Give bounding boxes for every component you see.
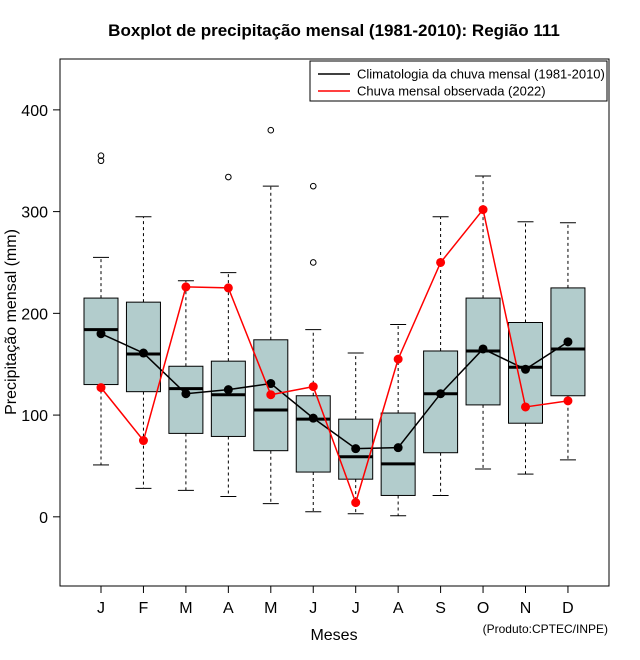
climatology-point <box>478 344 488 354</box>
x-tick-label: A <box>223 600 234 617</box>
box <box>380 412 416 496</box>
observed-point <box>478 205 488 215</box>
x-tick-label: M <box>264 600 277 617</box>
legend-entry: Chuva mensal observada (2022) <box>357 84 546 99</box>
x-tick-label: A <box>393 600 404 617</box>
observed-point <box>96 383 106 393</box>
box <box>168 365 204 434</box>
product-credit: (Produto:CPTEC/INPE) <box>483 622 608 636</box>
climatology-line <box>100 333 569 450</box>
box <box>210 360 246 437</box>
observed-point <box>521 402 530 412</box>
x-tick-label: F <box>139 600 149 617</box>
observed-point <box>351 498 361 508</box>
observed-point <box>138 436 148 446</box>
box <box>125 301 161 393</box>
plot-area: 0 100 200 300 400 J F M A M J J A S O N D Climatologia da… <box>21 58 610 617</box>
y-tick-label: 300 <box>21 205 48 222</box>
box <box>295 395 331 473</box>
outlier-point <box>309 182 317 190</box>
legend-entry: Climatologia da chuva mensal (1981-2010) <box>357 67 605 82</box>
observed-point <box>563 396 573 406</box>
outlier-point <box>309 259 317 266</box>
x-tick-label: J <box>309 600 317 617</box>
climatology-point <box>393 443 403 453</box>
y-axis-label: Precipitação mensal (mm) <box>3 229 20 415</box>
observed-line <box>100 207 569 505</box>
climatology-point <box>521 364 530 374</box>
climatology-point <box>181 389 191 399</box>
observed-point <box>223 283 233 293</box>
climatology-point <box>563 337 573 347</box>
observed-point <box>266 390 276 400</box>
plot-frame <box>59 58 610 587</box>
box <box>83 297 119 386</box>
x-tick-label: J <box>97 600 105 617</box>
outlier-point <box>97 152 105 159</box>
x-tick-label: N <box>520 600 532 617</box>
observed-point <box>181 282 191 292</box>
x-tick-label: O <box>477 600 489 617</box>
x-tick-label: D <box>562 600 574 617</box>
climatology-point <box>308 413 318 423</box>
climatology-point <box>138 348 148 358</box>
climatology-point <box>96 329 106 339</box>
observed-point <box>308 382 318 392</box>
y-tick-label: 0 <box>39 510 48 527</box>
chart-title: Boxplot de precipitação mensal (1981-201… <box>108 21 560 40</box>
x-tick-label: J <box>352 600 360 617</box>
observed-point <box>436 257 446 267</box>
outlier-point <box>267 126 275 134</box>
legend-box <box>309 60 608 102</box>
x-tick-label: M <box>179 600 192 617</box>
outlier-point <box>225 173 232 181</box>
y-tick-label: 200 <box>21 306 48 323</box>
x-tick-label: S <box>435 600 446 617</box>
box <box>423 350 459 454</box>
climatology-point <box>223 385 233 395</box>
y-tick-label: 100 <box>21 408 48 425</box>
climatology-point <box>436 389 446 399</box>
observed-point <box>393 354 403 364</box>
climatology-point <box>351 444 361 454</box>
outlier-point <box>97 157 105 165</box>
x-axis-label: Meses <box>310 627 357 644</box>
y-tick-label: 400 <box>21 103 48 120</box>
